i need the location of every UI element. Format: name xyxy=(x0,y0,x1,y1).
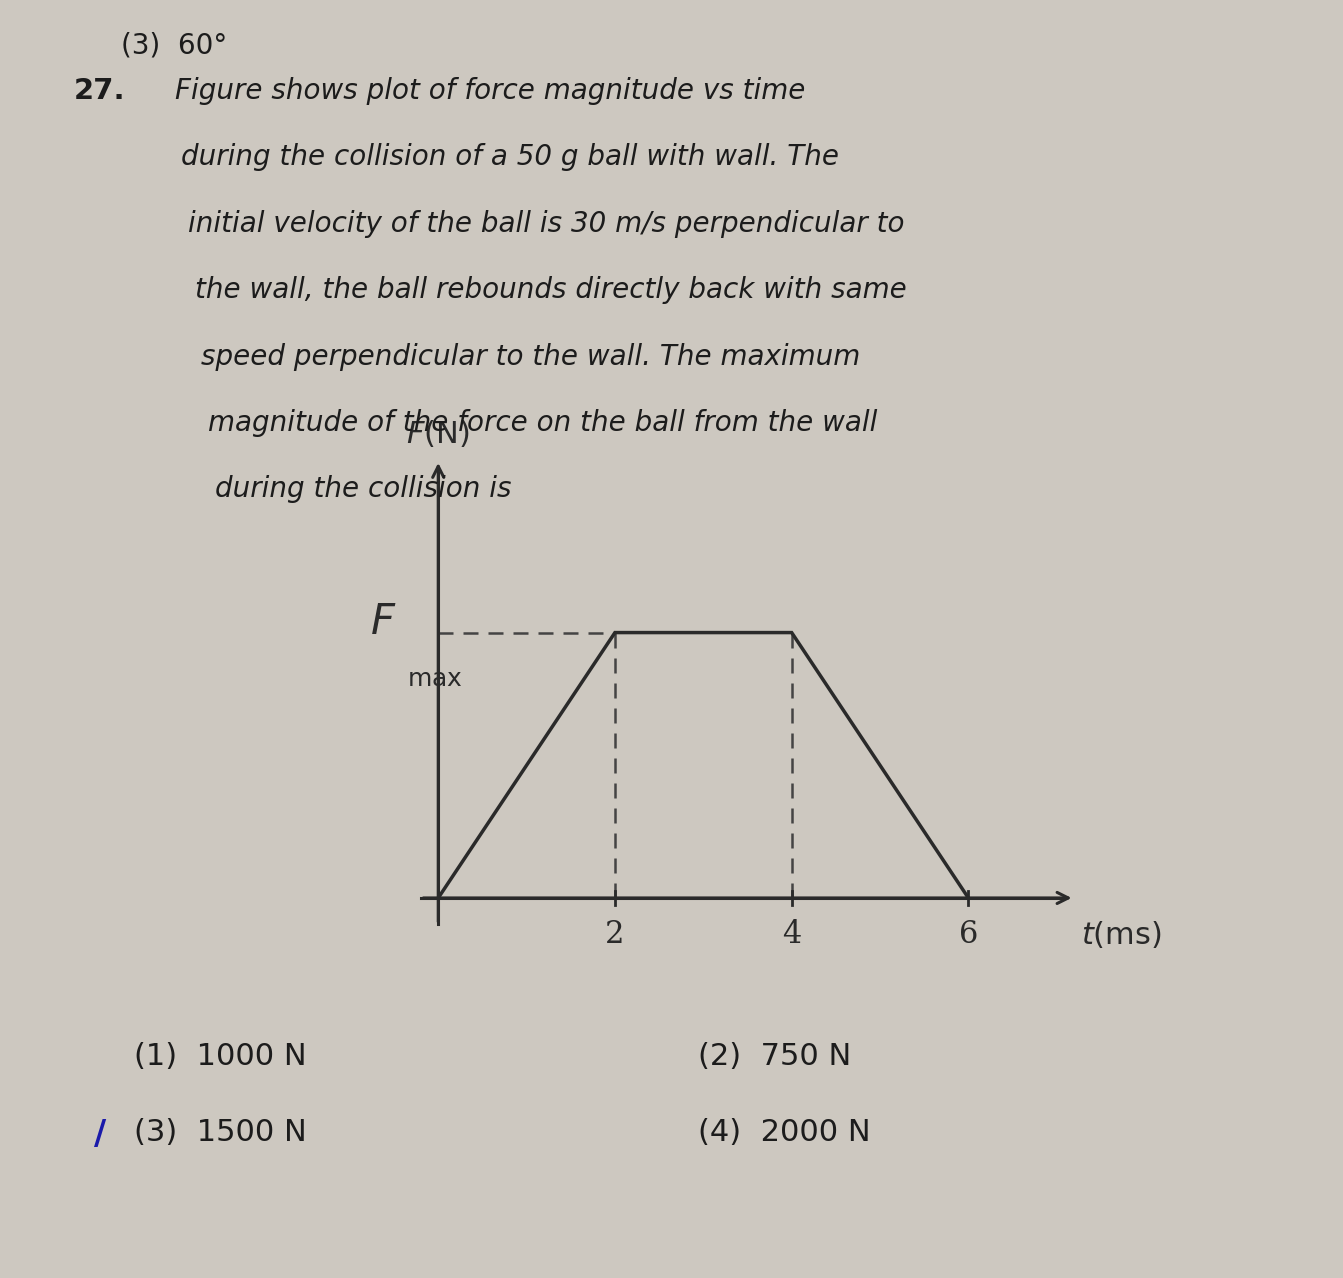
Text: 4: 4 xyxy=(782,919,802,950)
Text: /: / xyxy=(94,1118,106,1151)
Text: Figure shows plot of force magnitude vs time: Figure shows plot of force magnitude vs … xyxy=(175,77,804,105)
Text: $t\mathrm{(ms)}$: $t\mathrm{(ms)}$ xyxy=(1081,919,1162,950)
Text: during the collision of a 50 g ball with wall. The: during the collision of a 50 g ball with… xyxy=(181,143,839,171)
Text: magnitude of the force on the ball from the wall: magnitude of the force on the ball from … xyxy=(208,409,877,437)
Text: 6: 6 xyxy=(959,919,978,950)
Text: $\mathrm{max}$: $\mathrm{max}$ xyxy=(407,667,463,691)
Text: speed perpendicular to the wall. The maximum: speed perpendicular to the wall. The max… xyxy=(201,343,861,371)
Text: initial velocity of the ball is 30 m/s perpendicular to: initial velocity of the ball is 30 m/s p… xyxy=(188,210,905,238)
Text: the wall, the ball rebounds directly back with same: the wall, the ball rebounds directly bac… xyxy=(195,276,907,304)
Text: during the collision is: during the collision is xyxy=(215,475,512,504)
Text: (2)  750 N: (2) 750 N xyxy=(698,1042,851,1071)
Text: (1)  1000 N: (1) 1000 N xyxy=(134,1042,308,1071)
Text: 2: 2 xyxy=(606,919,624,950)
Text: 27.: 27. xyxy=(74,77,125,105)
Text: (3)  1500 N: (3) 1500 N xyxy=(134,1118,308,1148)
Text: (4)  2000 N: (4) 2000 N xyxy=(698,1118,872,1148)
Text: (3)  60°: (3) 60° xyxy=(121,32,227,60)
Text: $F\mathrm{(N)}$: $F\mathrm{(N)}$ xyxy=(407,418,470,450)
Text: $F$: $F$ xyxy=(371,601,396,643)
